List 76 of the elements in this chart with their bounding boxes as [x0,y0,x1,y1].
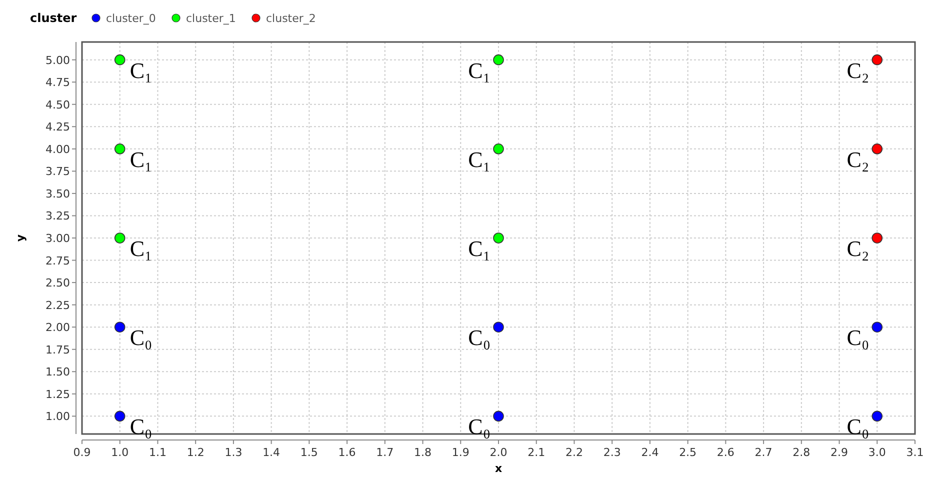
x-tick-label: 2.9 [830,446,848,459]
x-tick-label: 3.1 [906,446,924,459]
point [872,322,883,332]
annotation: C₀ [130,325,152,350]
x-tick-label: 1.4 [262,446,280,459]
point [114,322,126,332]
x-tick-label: 2.5 [679,446,697,459]
x-tick-label: 2.7 [754,446,772,459]
point [114,54,126,66]
x-tick-label: 1.5 [300,446,318,459]
x-tick-label: 1.9 [452,446,470,459]
annotation: C₁ [130,58,152,83]
y-tick-label: 2.25 [46,298,70,312]
annotation: C₁ [130,146,152,172]
annotation: C₀ [130,414,152,440]
y-tick-label: 5.00 [46,54,70,67]
y-tick-label: 1.25 [46,388,70,401]
x-tick-label: 1.7 [376,446,394,459]
x-tick-label: 3.0 [868,446,886,459]
legend-label: cluster_1 [186,12,236,25]
point [493,322,504,332]
x-tick-label: 1.1 [148,446,166,459]
x-tick-label: 1.8 [414,446,432,459]
x-tick-label: 2.3 [603,446,621,459]
x-tick-label: 0.9 [73,446,91,459]
y-tick-label: 3.75 [46,165,70,178]
annotation: C₀ [468,414,490,440]
point [114,410,126,422]
point [872,232,883,244]
annotation: C₁ [468,58,490,83]
y-tick-label: 2.00 [46,321,70,334]
y-tick-label: 3.00 [46,232,70,245]
point [493,144,504,154]
annotation: C₂ [846,146,870,172]
point [872,410,883,422]
y-tick-label: 1.75 [46,343,70,356]
point [493,232,504,244]
legend-label: cluster_0 [106,12,156,25]
x-tick-label: 2.1 [528,446,546,459]
legend-label: cluster_2 [266,12,316,25]
x-tick-label: 1.0 [111,446,129,459]
x-tick-label: 1.2 [186,446,204,459]
x-tick-label: 2.4 [641,446,659,459]
y-tick-label: 1.00 [46,410,70,424]
annotation: C₂ [846,236,870,261]
x-tick-label: 2.2 [565,446,583,459]
y-tick-label: 1.50 [46,366,70,379]
point [493,54,504,66]
x-tick-label: 2.6 [716,446,734,459]
point [872,54,883,66]
point [114,232,126,244]
annotation: C₀ [468,325,490,350]
x-tick-label: 2.0 [490,446,508,459]
y-tick-label: 4.50 [46,98,70,112]
y-tick-label: 2.75 [46,254,70,268]
annotation: C₁ [130,236,152,261]
y-axis-title: y [14,234,27,242]
legend-title: cluster [30,11,77,25]
annotation: C₁ [468,236,490,261]
x-tick-label: 1.6 [338,446,356,459]
x-tick-label: 2.8 [792,446,810,459]
x-tick-label: 1.3 [224,446,242,459]
point [114,144,126,154]
y-tick-label: 4.25 [46,120,70,134]
point [872,144,883,154]
y-tick-label: 2.50 [46,276,70,290]
x-axis-title: x [494,462,502,475]
annotation: C₀ [846,325,870,350]
y-tick-label: 3.50 [46,187,70,200]
point [493,410,504,422]
y-tick-label: 4.75 [46,76,70,90]
y-tick-label: 4.00 [46,142,70,156]
annotation: C₂ [846,58,870,83]
annotation: C₀ [846,414,870,440]
y-tick-label: 3.25 [46,210,70,223]
annotation: C₁ [468,146,490,172]
